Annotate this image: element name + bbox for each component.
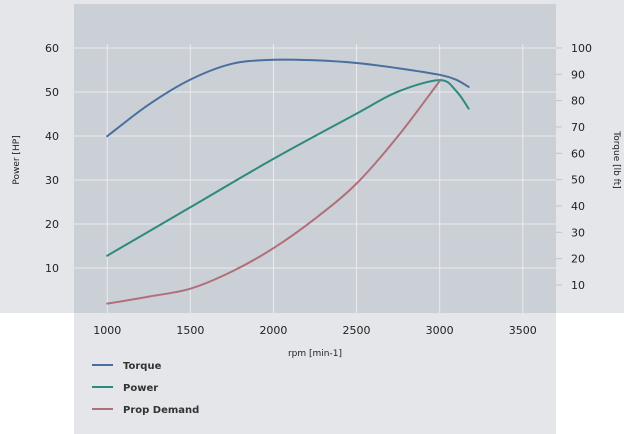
y-left-tick-label: 60 bbox=[45, 42, 59, 55]
y-right-tick-label: 50 bbox=[571, 174, 585, 187]
y-left-tick-label: 30 bbox=[45, 174, 59, 187]
y-right-tick-label: 70 bbox=[571, 121, 585, 134]
x-tick-label: 1000 bbox=[93, 324, 121, 337]
legend-label-torque: Torque bbox=[123, 361, 162, 372]
y-left-tick-label: 10 bbox=[45, 262, 59, 275]
series-line-prop-demand bbox=[106, 80, 441, 305]
x-tick-label: 2500 bbox=[343, 324, 371, 337]
series-lines bbox=[106, 58, 470, 305]
grid-lines bbox=[74, 44, 556, 313]
y-axis-left-ticks: 10 20 30 40 50 60 bbox=[45, 42, 59, 275]
x-axis-title: rpm [min-1] bbox=[288, 349, 342, 359]
legend: Torque Power Prop Demand bbox=[92, 361, 199, 416]
y-axis-left-title: Power [HP] bbox=[12, 135, 22, 184]
plot-area bbox=[74, 4, 556, 313]
y-left-tick-label: 40 bbox=[45, 130, 59, 143]
y-right-tick-label: 40 bbox=[571, 200, 585, 213]
y-axis-right-title: Torque [lb ft] bbox=[611, 130, 621, 188]
x-tick-label: 3000 bbox=[426, 324, 454, 337]
series-line-power bbox=[106, 79, 470, 257]
x-tick-label: 3500 bbox=[509, 324, 537, 337]
y-axis-right-ticks: 10 20 30 40 50 60 70 80 90 100 bbox=[556, 42, 592, 292]
y-left-tick-label: 20 bbox=[45, 218, 59, 231]
x-axis-ticks: 1000 1500 2000 2500 3000 3500 bbox=[93, 324, 537, 337]
x-tick-label: 2000 bbox=[259, 324, 287, 337]
y-right-tick-label: 30 bbox=[571, 226, 585, 239]
series-line-torque bbox=[106, 58, 470, 138]
y-right-tick-label: 80 bbox=[571, 95, 585, 108]
y-right-tick-label: 10 bbox=[571, 279, 585, 292]
y-right-tick-label: 20 bbox=[571, 253, 585, 266]
legend-label-power: Power bbox=[123, 383, 158, 394]
y-right-tick-label: 100 bbox=[571, 42, 592, 55]
legend-label-prop-demand: Prop Demand bbox=[123, 405, 199, 416]
y-left-tick-label: 50 bbox=[45, 86, 59, 99]
y-right-tick-label: 60 bbox=[571, 147, 585, 160]
x-tick-label: 1500 bbox=[176, 324, 204, 337]
y-right-tick-label: 90 bbox=[571, 68, 585, 81]
